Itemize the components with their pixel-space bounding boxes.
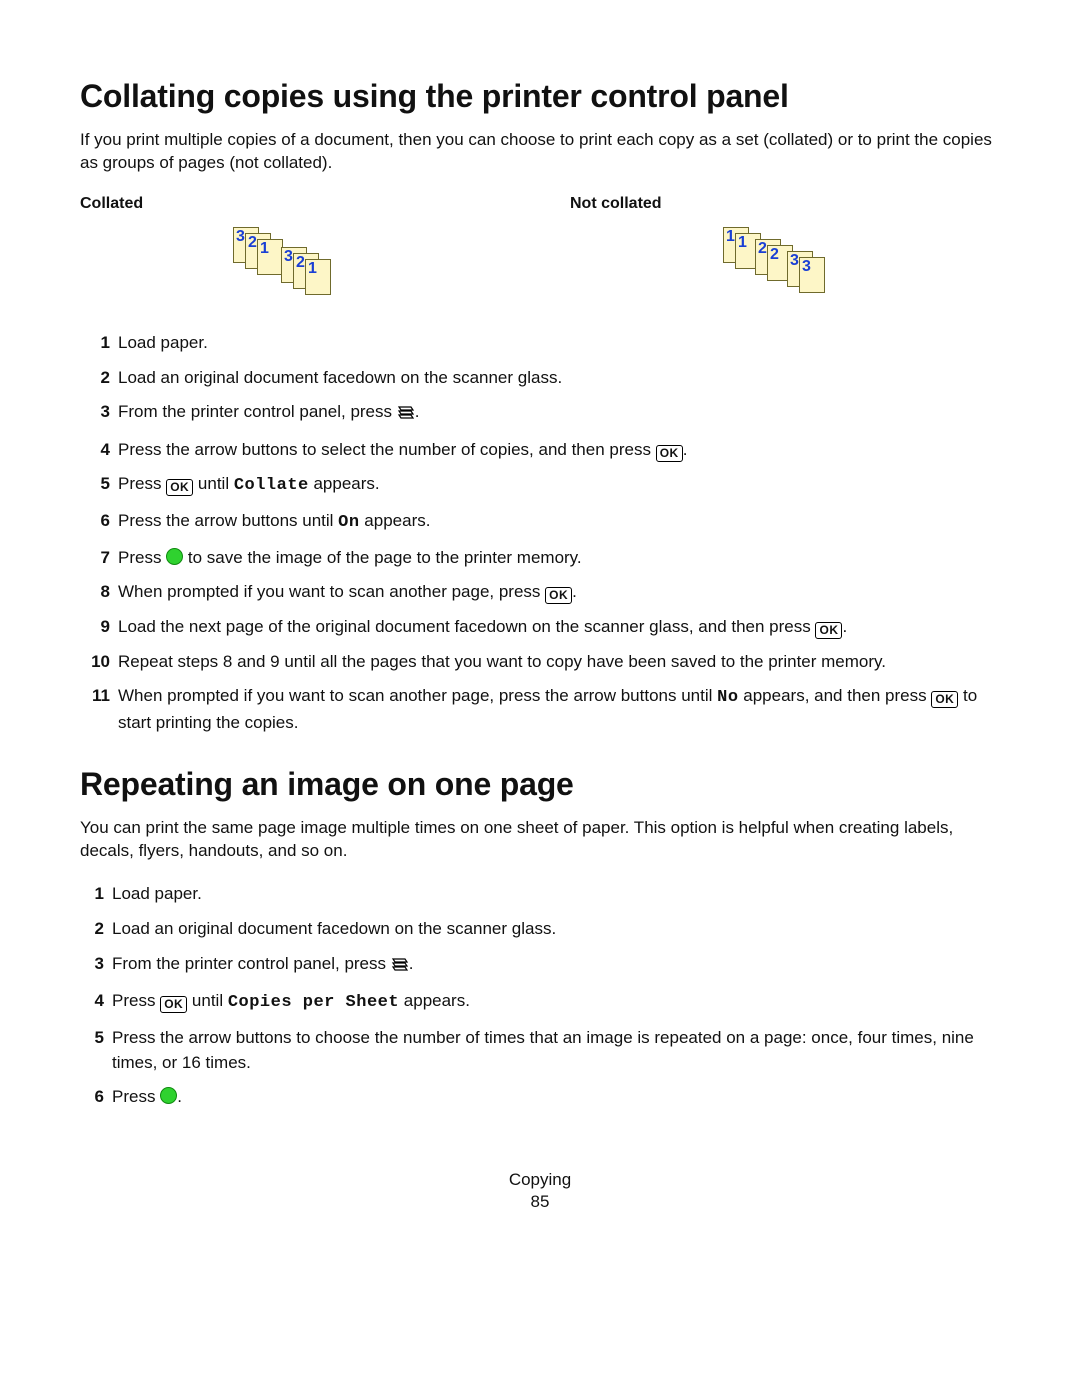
ok-button-icon: OK (166, 479, 193, 496)
step-6: Press the arrow buttons until On appears… (80, 509, 1000, 536)
figure-collated: 321321 (80, 227, 510, 307)
r-step-6-b: . (177, 1087, 182, 1106)
step-11-a: When prompted if you want to scan anothe… (118, 686, 717, 705)
r-step-4: Press OK until Copies per Sheet appears. (80, 989, 1000, 1016)
r-step-1: Load paper. (80, 882, 1000, 907)
ok-button-icon: OK (815, 622, 842, 639)
copy-stack-icon (397, 403, 415, 428)
copy-stack-icon (391, 955, 409, 980)
steps-collating: Load paper. Load an original document fa… (80, 331, 1000, 736)
r-step-3-a: From the printer control panel, press (112, 954, 391, 973)
footer-chapter: Copying (0, 1170, 1080, 1190)
r-step-3-b: . (409, 954, 414, 973)
step-4: Press the arrow buttons to select the nu… (80, 438, 1000, 463)
start-button-icon (160, 1087, 177, 1104)
r-step-4-b: until (187, 991, 228, 1010)
heading-repeating: Repeating an image on one page (80, 766, 1000, 803)
r-step-3: From the printer control panel, press . (80, 952, 1000, 980)
step-5-b: until (193, 474, 234, 493)
heading-collating: Collating copies using the printer contr… (80, 78, 1000, 115)
footer-page-number: 85 (0, 1192, 1080, 1212)
label-notcollated: Not collated (570, 195, 1000, 213)
step-7-a: Press (118, 548, 166, 567)
intro-collating: If you print multiple copies of a docume… (80, 129, 1000, 175)
label-collated: Collated (80, 195, 510, 213)
step-3-text: From the printer control panel, press (118, 402, 397, 421)
r-step-6-a: Press (112, 1087, 160, 1106)
col-collated: Collated 321321 (80, 195, 510, 307)
steps-repeating: Load paper. Load an original document fa… (80, 882, 1000, 1109)
ok-button-icon: OK (656, 445, 683, 462)
step-5-d: appears. (309, 474, 380, 493)
mono-copies-per-sheet: Copies per Sheet (228, 993, 399, 1012)
page-footer: Copying 85 (0, 1170, 1080, 1212)
step-2: Load an original document facedown on th… (80, 366, 1000, 391)
r-step-6: Press . (80, 1085, 1000, 1110)
r-step-2: Load an original document facedown on th… (80, 917, 1000, 942)
step-9-b: . (842, 617, 847, 636)
ok-button-icon: OK (931, 691, 958, 708)
step-6-a: Press the arrow buttons until (118, 511, 338, 530)
start-button-icon (166, 548, 183, 565)
step-8-a: When prompted if you want to scan anothe… (118, 582, 545, 601)
step-9: Load the next page of the original docum… (80, 615, 1000, 640)
r-step-5: Press the arrow buttons to choose the nu… (80, 1026, 1000, 1075)
step-4-text: Press the arrow buttons to select the nu… (118, 440, 656, 459)
step-8-b: . (572, 582, 577, 601)
step-4-end: . (683, 440, 688, 459)
ok-button-icon: OK (545, 587, 572, 604)
mono-on: On (338, 513, 359, 532)
step-3: From the printer control panel, press . (80, 400, 1000, 428)
mono-no: No (717, 688, 738, 707)
figure-notcollated: 112233 (570, 227, 1000, 307)
step-8: When prompted if you want to scan anothe… (80, 580, 1000, 605)
step-5: Press OK until Collate appears. (80, 472, 1000, 499)
manual-page: Collating copies using the printer contr… (0, 0, 1080, 1397)
step-11-c: appears, and then press (739, 686, 932, 705)
step-3-end: . (415, 402, 420, 421)
collate-comparison: Collated 321321 Not collated 112233 (80, 195, 1000, 307)
r-step-4-a: Press (112, 991, 160, 1010)
step-7: Press to save the image of the page to t… (80, 546, 1000, 571)
step-9-a: Load the next page of the original docum… (118, 617, 815, 636)
step-6-c: appears. (360, 511, 431, 530)
ok-button-icon: OK (160, 996, 187, 1013)
step-11: When prompted if you want to scan anothe… (80, 684, 1000, 735)
step-1: Load paper. (80, 331, 1000, 356)
col-notcollated: Not collated 112233 (570, 195, 1000, 307)
r-step-4-d: appears. (399, 991, 470, 1010)
intro-repeating: You can print the same page image multip… (80, 817, 1000, 863)
step-7-b: to save the image of the page to the pri… (183, 548, 581, 567)
mono-collate: Collate (234, 476, 309, 495)
step-5-a: Press (118, 474, 166, 493)
step-10: Repeat steps 8 and 9 until all the pages… (80, 650, 1000, 675)
